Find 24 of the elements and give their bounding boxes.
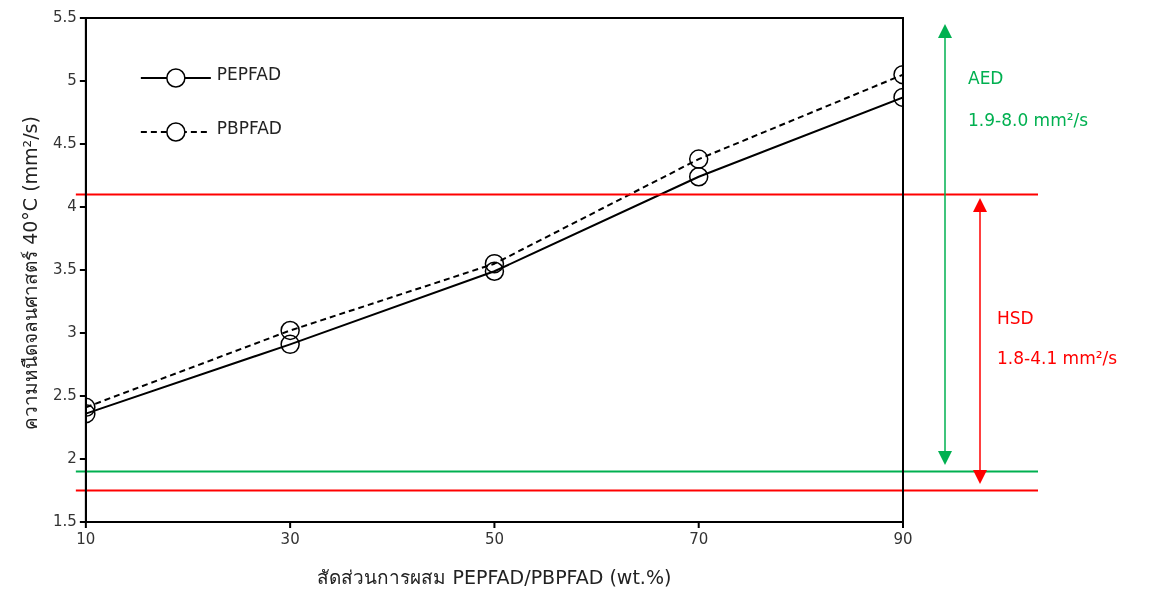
x-tick-label: 70	[689, 529, 709, 548]
point	[484, 253, 505, 274]
y-tick-label: 3.5	[53, 259, 77, 278]
y-tick-label: 2.5	[53, 385, 77, 404]
text: HSD	[997, 308, 1034, 328]
y-tick-label: 1.5	[53, 511, 77, 530]
x-tick-label: 30	[280, 529, 300, 548]
y-axis-title: ความหนืดจลนศาสตร์ 40°C (mm²/s)	[18, 115, 42, 432]
text: AED	[968, 68, 1004, 88]
point	[484, 261, 505, 282]
y-tick-label: 5	[67, 70, 77, 89]
x-tick-label: 50	[484, 529, 504, 548]
x-tick-label: 10	[76, 529, 96, 548]
legend-label: PEPFAD	[216, 64, 282, 85]
y-tick-label: 3	[67, 322, 77, 341]
text: 1.9-8.0 mm²/s	[968, 110, 1089, 130]
legend-label: PBPFAD	[216, 118, 282, 139]
y-tick-label: 4	[67, 196, 77, 215]
x-tick-label: 90	[893, 529, 913, 548]
y-tick-label: 4.5	[53, 133, 77, 152]
y-tick-label: 5.5	[53, 7, 77, 26]
text: 1.8-4.1 mm²/s	[997, 348, 1118, 368]
x-axis-title: สัดส่วนการผสม PEPFAD/PBPFAD (wt.%)	[316, 565, 673, 590]
y-tick-label: 2	[67, 448, 77, 467]
